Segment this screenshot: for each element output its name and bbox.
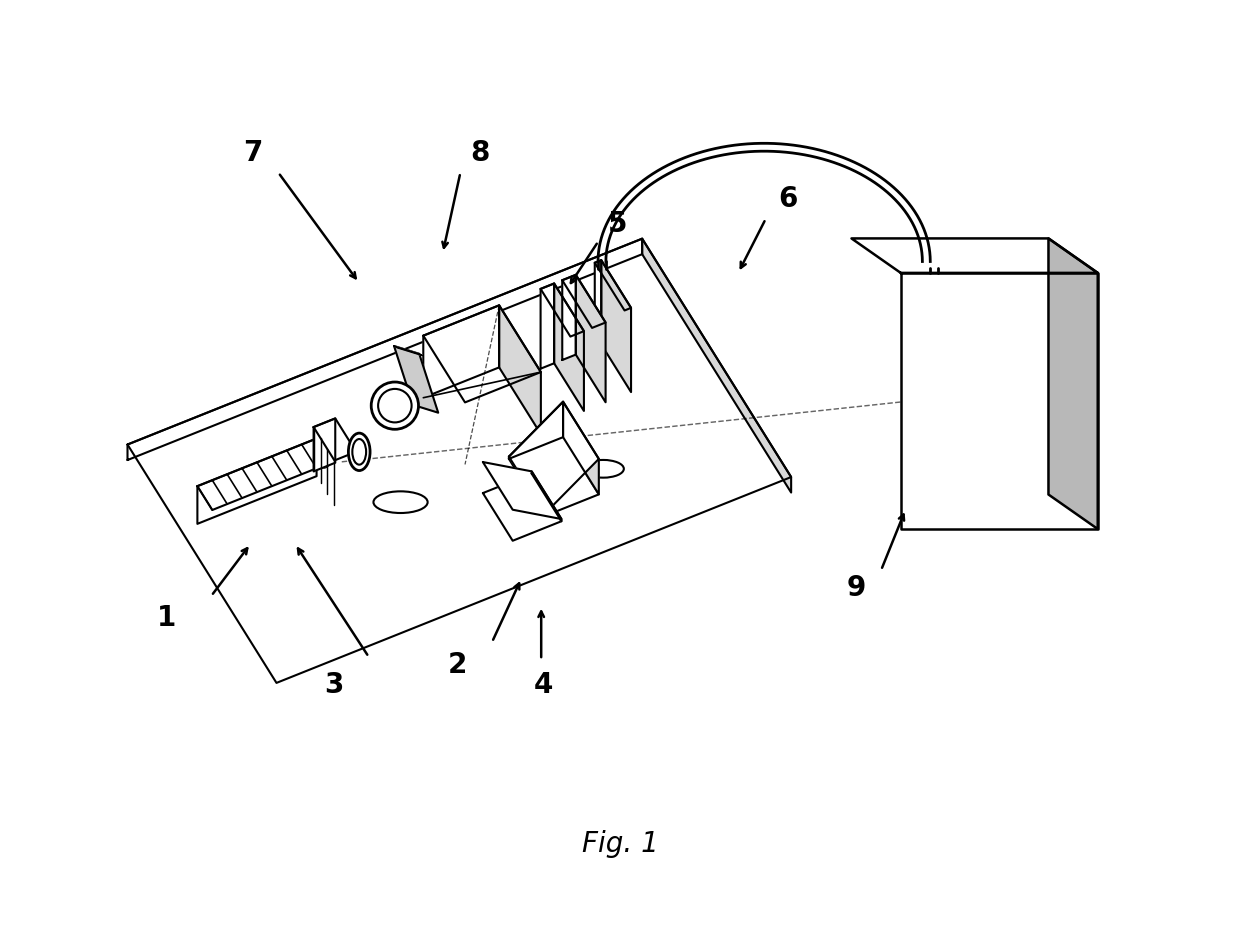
Polygon shape <box>601 260 631 392</box>
Ellipse shape <box>583 460 624 478</box>
Polygon shape <box>394 346 423 356</box>
Polygon shape <box>595 260 601 347</box>
Polygon shape <box>554 283 584 411</box>
Ellipse shape <box>371 382 418 430</box>
Polygon shape <box>562 275 575 360</box>
Polygon shape <box>197 439 316 524</box>
Text: 2: 2 <box>448 651 467 679</box>
Text: 9: 9 <box>847 574 866 602</box>
Polygon shape <box>423 306 500 398</box>
Polygon shape <box>423 306 541 403</box>
Polygon shape <box>575 275 605 402</box>
Polygon shape <box>541 283 584 336</box>
Text: Fig. 1: Fig. 1 <box>582 831 658 858</box>
Ellipse shape <box>378 389 412 422</box>
Polygon shape <box>508 437 599 516</box>
Text: 8: 8 <box>470 139 490 167</box>
Polygon shape <box>642 239 791 493</box>
Polygon shape <box>562 275 605 328</box>
Polygon shape <box>852 238 1097 273</box>
Text: 5: 5 <box>609 209 627 238</box>
Polygon shape <box>508 402 599 514</box>
Polygon shape <box>482 473 562 541</box>
Polygon shape <box>500 306 541 434</box>
Text: 4: 4 <box>533 670 553 698</box>
Polygon shape <box>595 260 631 310</box>
Ellipse shape <box>348 433 370 470</box>
Polygon shape <box>563 402 599 494</box>
Polygon shape <box>394 346 438 413</box>
Polygon shape <box>532 471 562 521</box>
Ellipse shape <box>373 492 428 513</box>
Ellipse shape <box>352 439 366 465</box>
Text: 6: 6 <box>777 185 797 213</box>
Polygon shape <box>541 283 554 369</box>
Text: 1: 1 <box>157 604 176 632</box>
Polygon shape <box>128 239 642 460</box>
Polygon shape <box>1049 238 1097 529</box>
Polygon shape <box>128 239 791 682</box>
Polygon shape <box>314 419 335 471</box>
Polygon shape <box>482 462 562 519</box>
Polygon shape <box>314 419 356 460</box>
Text: 3: 3 <box>325 670 343 698</box>
Polygon shape <box>508 402 563 459</box>
Ellipse shape <box>315 433 332 468</box>
Text: 7: 7 <box>243 139 263 167</box>
Polygon shape <box>900 273 1097 529</box>
Polygon shape <box>197 439 331 510</box>
